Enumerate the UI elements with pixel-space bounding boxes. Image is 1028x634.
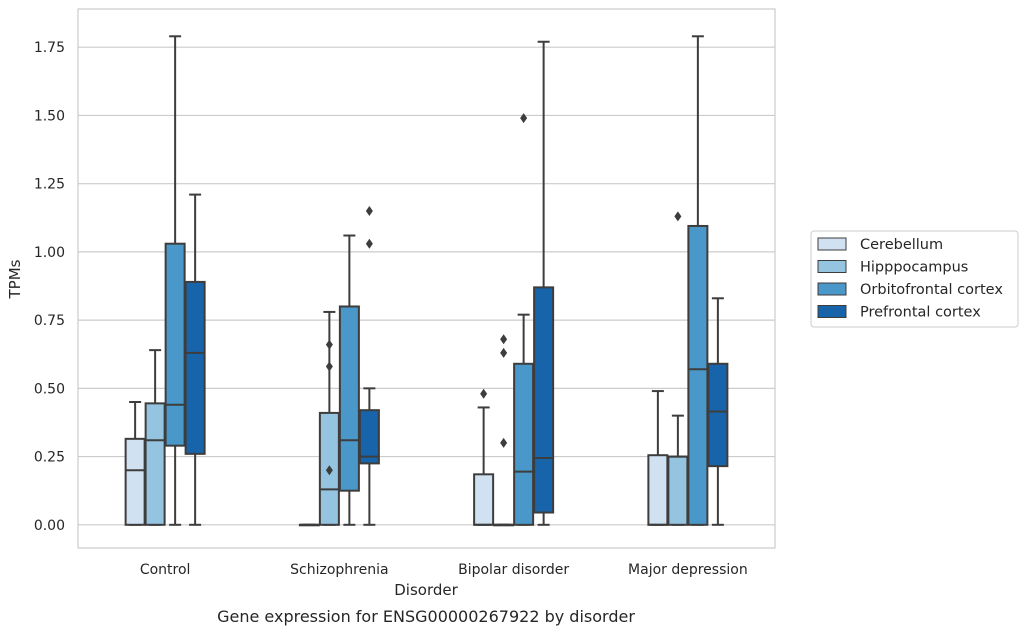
outlier-point xyxy=(325,339,333,350)
legend-label: Hipppocampus xyxy=(860,260,968,276)
legend-label: Cerebellum xyxy=(860,237,943,253)
chart-caption: Gene expression for ENSG00000267922 by d… xyxy=(217,607,635,626)
box-hipppocampus xyxy=(144,349,166,526)
y-tick-label: 0.00 xyxy=(34,518,65,534)
box-prefrontal-cortex xyxy=(184,193,206,526)
x-tick-labels: Control Schizophrenia Bipolar disorder Majo… xyxy=(140,562,748,578)
y-axis-label: TPMs xyxy=(6,259,24,299)
box-orbitofrontal-cortex xyxy=(338,234,360,526)
legend: Cerebellum Hipppocampus Orbitofrontal cort… xyxy=(810,230,1019,328)
box-body xyxy=(124,437,146,526)
box-cerebellum xyxy=(298,523,320,527)
box-prefrontal-cortex xyxy=(358,205,380,526)
outlier-point xyxy=(365,205,373,216)
box-body xyxy=(687,224,709,526)
box-hipppocampus xyxy=(493,334,515,527)
legend-label: Prefrontal cortex xyxy=(860,305,981,321)
box-body xyxy=(358,409,380,465)
legend-swatch xyxy=(817,237,847,251)
x-axis-label: Disorder xyxy=(394,581,458,599)
box-body xyxy=(144,402,166,526)
legend-swatch xyxy=(817,282,847,296)
plot-area-frame xyxy=(77,8,776,549)
legend-swatch xyxy=(817,260,847,273)
box-body xyxy=(164,242,186,447)
y-tick-label: 1.50 xyxy=(34,108,65,124)
y-tick-label: 1.25 xyxy=(34,177,65,193)
box-orbitofrontal-cortex xyxy=(164,35,186,526)
box-cerebellum xyxy=(124,400,146,526)
box-layer xyxy=(124,35,729,527)
y-tick-label: 0.75 xyxy=(34,313,65,329)
y-tick-labels: 0.00 0.25 0.50 0.75 1.00 1.25 1.50 1.75 xyxy=(34,40,65,534)
box-body xyxy=(707,362,729,468)
outlier-point xyxy=(500,437,508,448)
x-tick-label: Major depression xyxy=(628,562,748,578)
box-prefrontal-cortex xyxy=(707,297,729,526)
y-tick-label: 1.75 xyxy=(34,40,65,56)
box-body xyxy=(513,362,535,526)
y-tick-label: 1.00 xyxy=(34,245,65,261)
box-orbitofrontal-cortex xyxy=(687,35,709,526)
box-body xyxy=(647,454,669,526)
box-orbitofrontal-cortex xyxy=(513,113,535,526)
box-body xyxy=(533,286,555,514)
y-tick-label: 0.50 xyxy=(34,381,65,397)
outlier-point xyxy=(520,113,528,124)
legend-label: Orbitofrontal cortex xyxy=(860,282,1003,298)
legend-swatch xyxy=(817,305,847,318)
outlier-point xyxy=(674,211,682,222)
y-tick-label: 0.25 xyxy=(34,450,65,466)
outlier-point xyxy=(325,361,333,372)
outlier-point xyxy=(500,334,508,345)
box-cerebellum xyxy=(473,388,495,526)
outlier-point xyxy=(325,465,333,476)
box-hipppocampus xyxy=(667,211,689,526)
outlier-point xyxy=(365,238,373,249)
outlier-point xyxy=(500,347,508,358)
legend-frame xyxy=(810,230,1019,328)
x-tick-label: Control xyxy=(140,562,191,578)
box-body xyxy=(667,455,689,526)
box-hipppocampus xyxy=(318,310,340,526)
x-tick-label: Schizophrenia xyxy=(290,562,388,578)
box-cerebellum xyxy=(647,390,669,526)
x-tick-label: Bipolar disorder xyxy=(458,562,569,578)
outlier-point xyxy=(480,388,488,399)
box-body xyxy=(338,305,360,492)
box-body xyxy=(473,473,495,526)
box-prefrontal-cortex xyxy=(533,40,555,526)
box-body xyxy=(184,280,206,455)
